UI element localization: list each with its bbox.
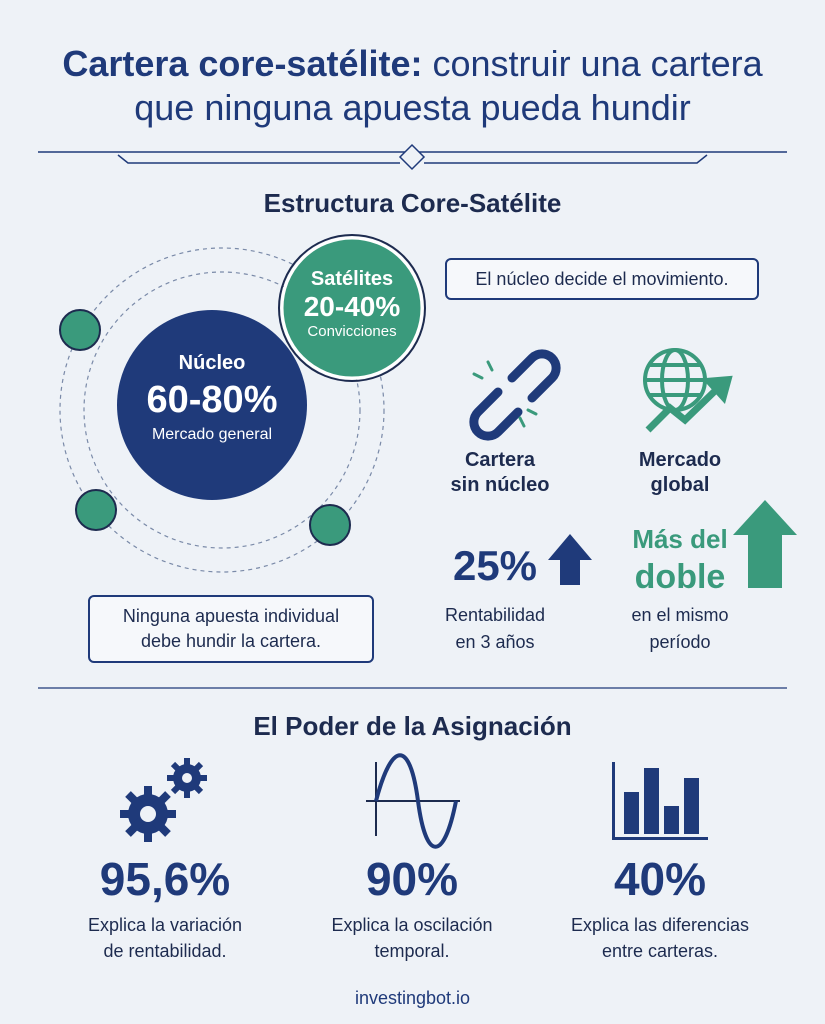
title-line: Cartera core-satélite: construir una car… xyxy=(0,42,825,86)
label-line: Cartera xyxy=(464,449,536,471)
title-text: construir una cartera xyxy=(432,43,763,84)
core-caption: Mercado general xyxy=(151,426,273,443)
comparison-caption: Rentabilidad en 3 años xyxy=(415,602,575,656)
stat-value: 90% xyxy=(365,853,459,905)
label-line: Mercado xyxy=(638,449,722,471)
comparison-caption: en el mismo período xyxy=(600,602,760,656)
caption-line: Explica las diferencias xyxy=(570,915,750,935)
note: Ninguna apuesta individual debe hundir l… xyxy=(88,595,374,663)
stat-value: 95,6% xyxy=(99,853,231,905)
caption-line: en 3 años xyxy=(455,632,535,652)
caption-line: Explica la variación xyxy=(87,915,243,935)
caption-line: de rentabilidad. xyxy=(103,941,227,961)
caption-line: entre carteras. xyxy=(601,941,719,961)
comparison-label: Mercado global xyxy=(600,448,760,498)
title: Cartera core-satélite: construir una car… xyxy=(0,42,825,130)
note-line: Ninguna apuesta individual xyxy=(122,606,340,626)
stat: 95,6% Explica la variación de rentabilida… xyxy=(45,852,285,964)
caption-line: en el mismo xyxy=(631,605,729,625)
caption-line: Explica la oscilación xyxy=(331,915,493,935)
core-value: 60-80% xyxy=(146,379,278,421)
title-bold: Cartera core-satélite: xyxy=(62,43,423,84)
footer: investingbot.io xyxy=(354,988,471,1008)
note-line: debe hundir la cartera. xyxy=(140,631,322,651)
stat: 90% Explica la oscilación temporal. xyxy=(292,852,532,964)
value-line: Más del xyxy=(632,524,728,554)
satellite-value: 20-40% xyxy=(303,291,401,322)
caption-line: período xyxy=(649,632,711,652)
label-line: global xyxy=(650,474,710,496)
comparison-value: 25% xyxy=(452,542,538,589)
value-line: doble xyxy=(634,558,726,596)
section-heading: El Poder de la Asignación xyxy=(253,711,572,741)
satellite-label: Satélites xyxy=(310,268,394,290)
caption-line: Rentabilidad xyxy=(444,605,546,625)
caption-line: temporal. xyxy=(374,941,450,961)
stat-value: 40% xyxy=(613,853,707,905)
stat: 40% Explica las diferencias entre cartera… xyxy=(540,852,780,964)
note: El núcleo decide el movimiento. xyxy=(445,258,759,300)
section-heading: Estructura Core-Satélite xyxy=(263,188,562,218)
comparison-value: Más del doble xyxy=(615,520,745,596)
core-label: Núcleo xyxy=(178,352,246,374)
satellite: Satélites 20-40% Convicciones xyxy=(282,268,422,340)
core: Núcleo 60-80% Mercado general xyxy=(117,352,307,444)
comparison-label: Cartera sin núcleo xyxy=(420,448,580,498)
satellite-caption: Convicciones xyxy=(307,323,397,340)
title-text: que ninguna apuesta pueda hundir xyxy=(134,87,691,128)
label-line: sin núcleo xyxy=(450,474,550,496)
